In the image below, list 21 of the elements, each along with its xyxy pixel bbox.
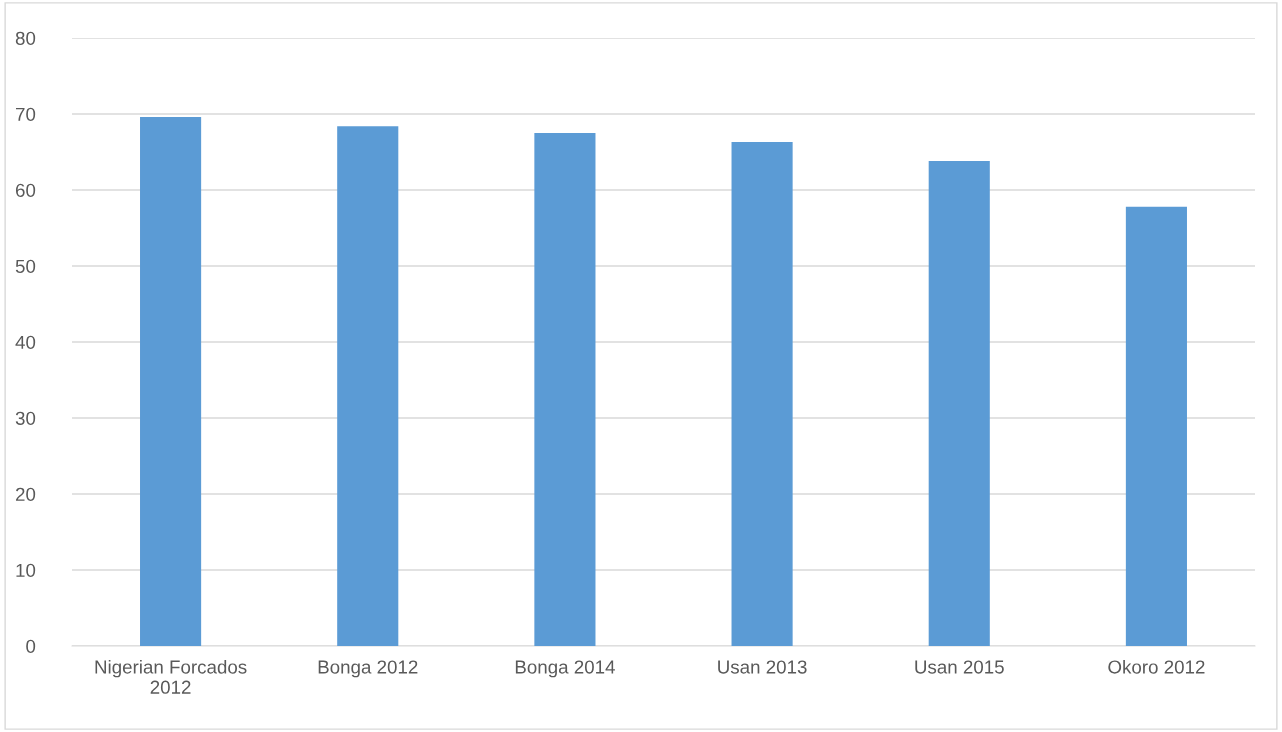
x-tick-label: Usan 2013 [718, 660, 807, 674]
bar [731, 142, 793, 646]
y-tick-label: 50 [15, 259, 36, 273]
x-tick-label: Usan 2015 [915, 660, 1004, 674]
y-tick-label: 30 [15, 411, 36, 425]
y-tick-label: 10 [16, 563, 36, 577]
x-tick-label: Okoro 2012 [1108, 659, 1205, 674]
x-tick-label: Nigerian Forcados 2012 [95, 659, 247, 694]
x-tick-label: Bonga 2014 [515, 660, 615, 678]
y-tick-label: 60 [15, 183, 36, 197]
y-tick-label: 20 [15, 487, 36, 501]
x-tick-label: Bonga 2012 [318, 660, 418, 678]
y-tick-label: 70 [16, 107, 36, 121]
y-tick-label: 0 [26, 639, 36, 653]
y-tick-label: 40 [15, 335, 36, 349]
y-tick-label: 80 [15, 31, 36, 45]
bar [337, 126, 399, 646]
bar [928, 161, 990, 646]
bar [1125, 206, 1187, 646]
bar [140, 117, 202, 646]
bar [534, 133, 596, 646]
